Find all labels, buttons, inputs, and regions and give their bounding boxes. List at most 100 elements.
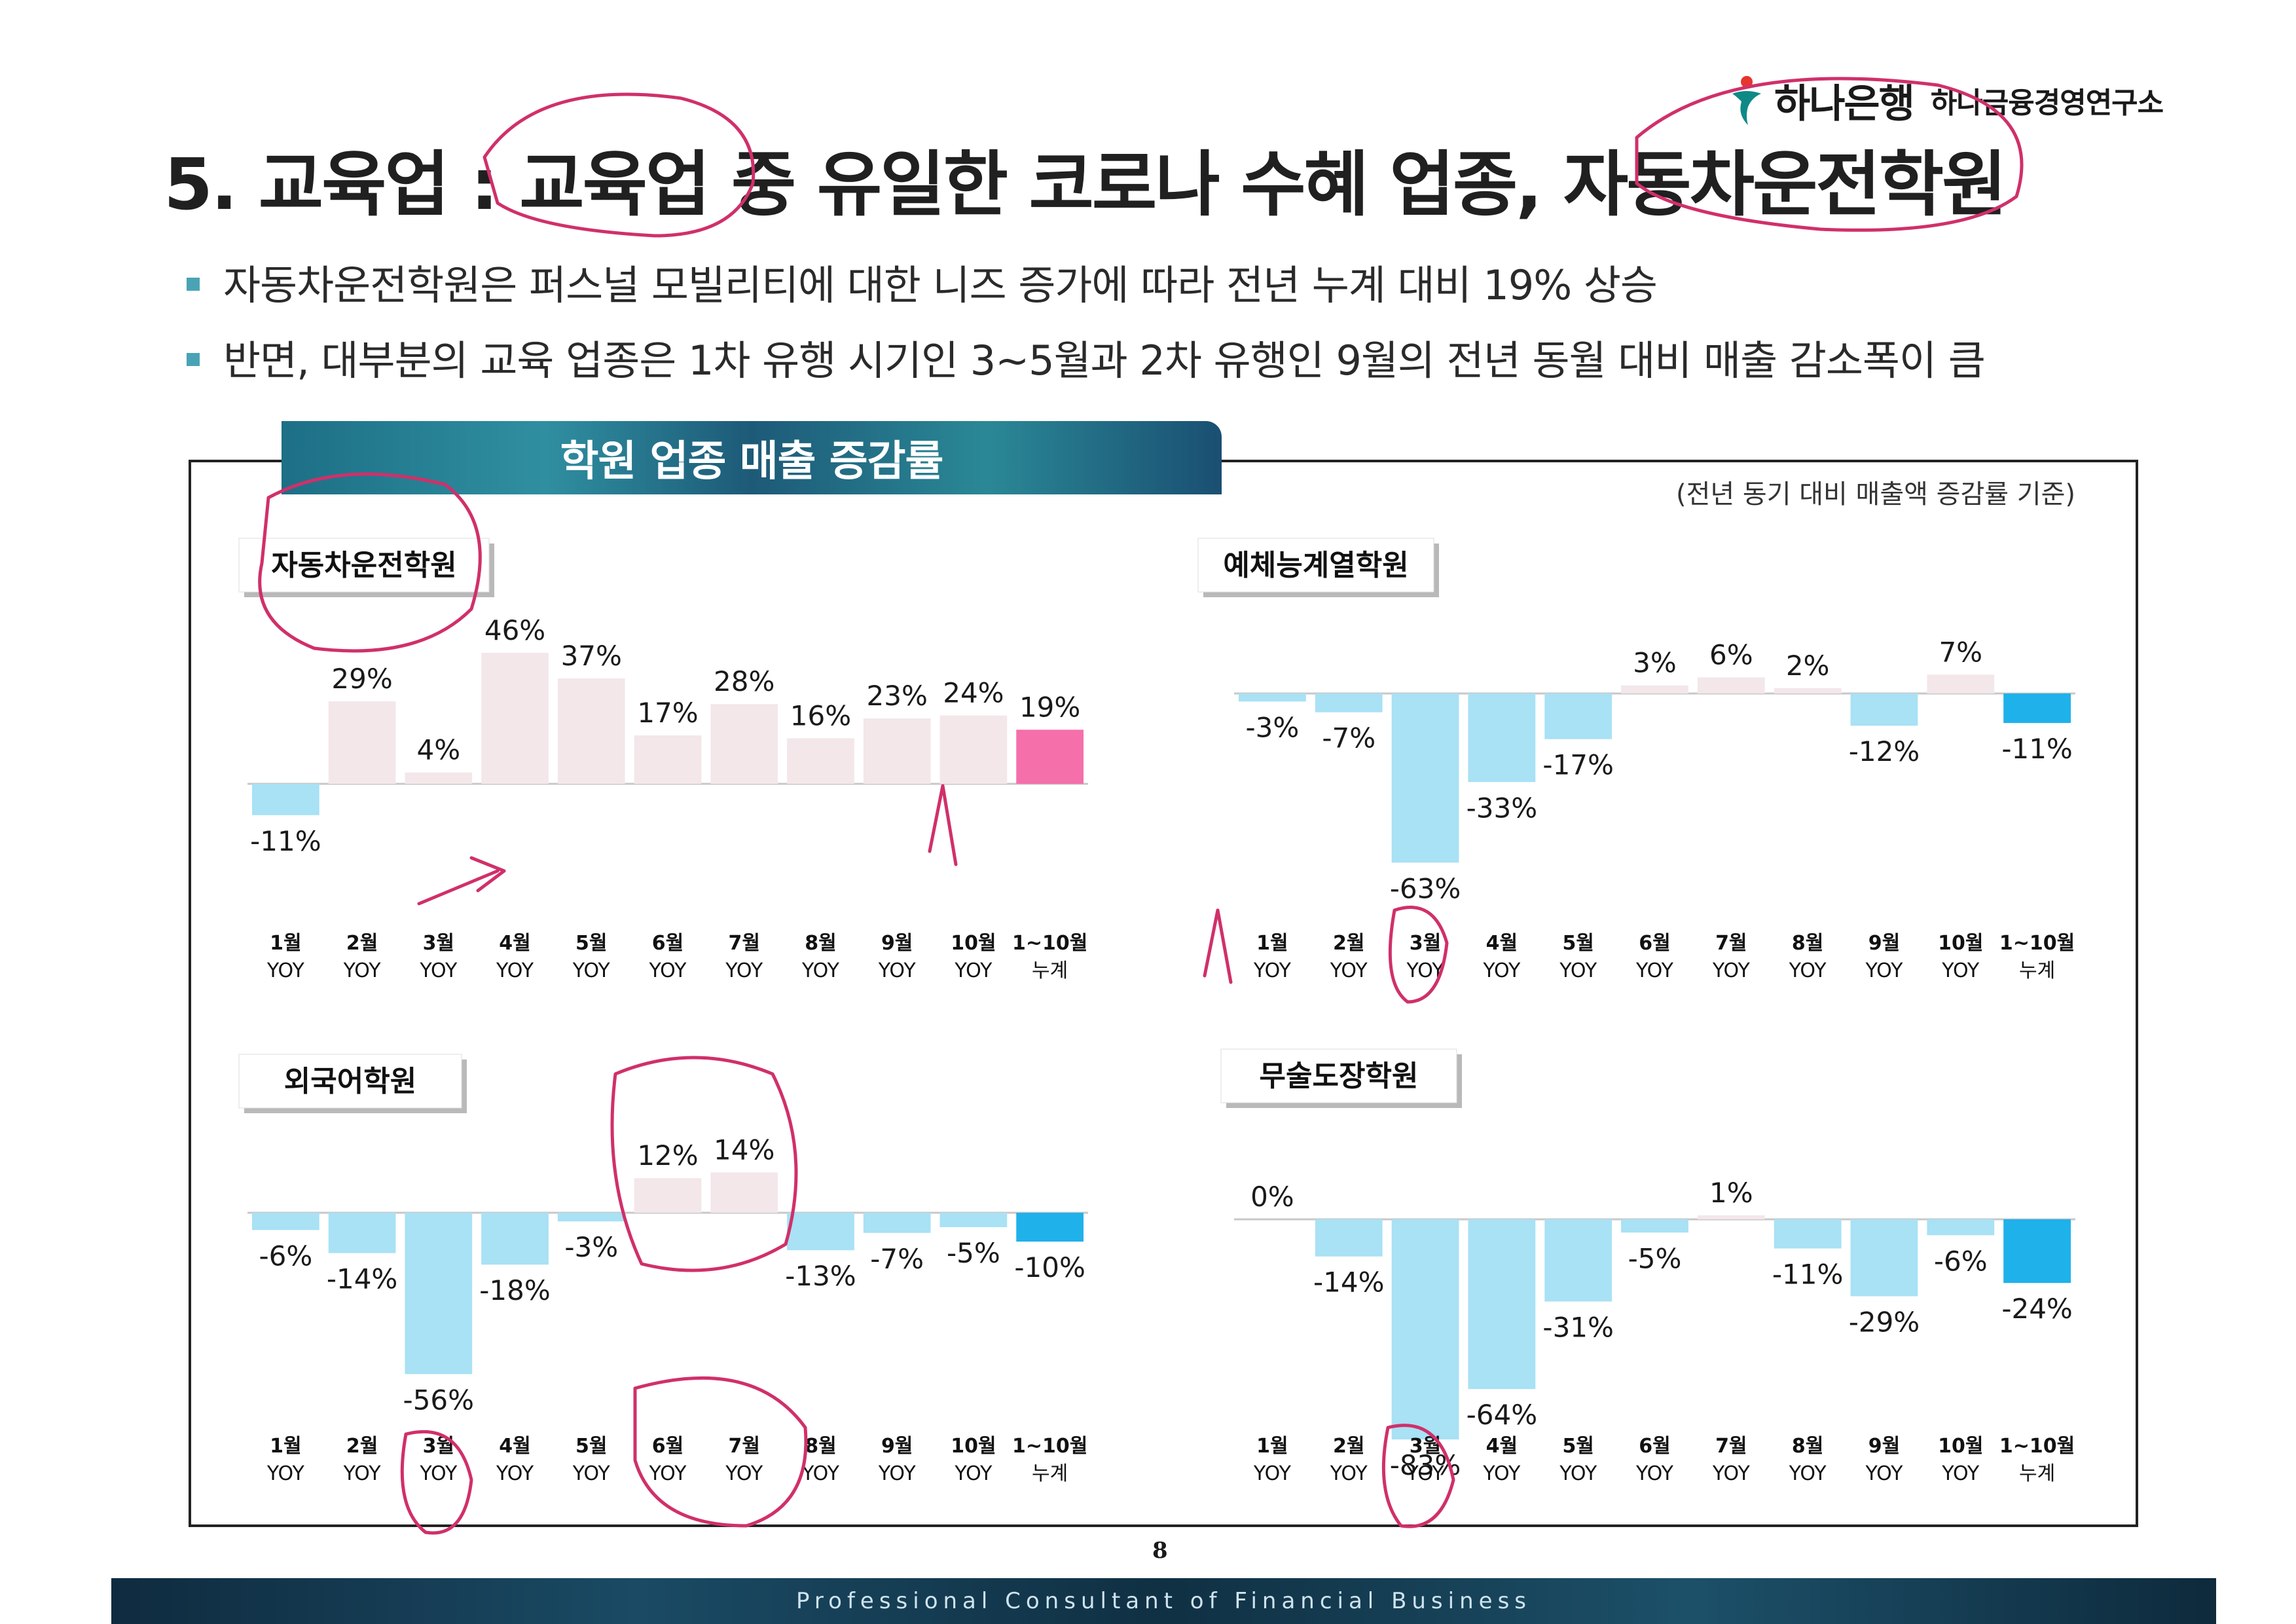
data-label: -3% xyxy=(564,1231,618,1263)
data-label: 23% xyxy=(867,680,928,712)
data-label: 4% xyxy=(416,734,460,766)
tick-label-yoy: YOY xyxy=(496,1462,534,1485)
data-label: -11% xyxy=(1772,1259,1844,1291)
bar xyxy=(557,678,625,784)
chart-title: 무술도장학원 xyxy=(1260,1060,1419,1093)
bar xyxy=(252,784,319,815)
tick-label-yoy: YOY xyxy=(878,959,917,982)
tick-label-yoy: YOY xyxy=(343,959,382,982)
tick-label-yoy: YOY xyxy=(1789,1462,1827,1485)
tick-label-month: 3월 xyxy=(1410,932,1441,955)
data-label: 46% xyxy=(484,614,545,646)
tick-label-yoy: YOY xyxy=(1253,959,1292,982)
bar xyxy=(787,1213,854,1251)
data-label: 6% xyxy=(1709,638,1753,671)
tick-label-month: 7월 xyxy=(728,1435,759,1458)
bar xyxy=(710,704,778,784)
data-label: -3% xyxy=(1246,711,1300,743)
pen-annotation xyxy=(1381,1424,1455,1528)
tick-label-yoy: 누계 xyxy=(1032,1462,1068,1485)
tick-label-month: 10월 xyxy=(951,932,996,955)
chart-title-box xyxy=(238,1054,462,1109)
data-label: 14% xyxy=(714,1134,774,1166)
tick-label-month: 8월 xyxy=(1792,932,1823,955)
bar xyxy=(939,715,1008,784)
tick-label-month: 6월 xyxy=(652,932,683,955)
tick-label-month: 4월 xyxy=(1486,1435,1518,1458)
tick-label-month: 9월 xyxy=(1868,1435,1900,1458)
tick-label-month: 8월 xyxy=(805,1435,836,1458)
bar xyxy=(405,1213,473,1375)
chart-title: 외국어학원 xyxy=(284,1065,416,1098)
tick-label-month: 9월 xyxy=(881,1435,913,1458)
tick-label-yoy: YOY xyxy=(1635,959,1674,982)
tick-label-yoy: YOY xyxy=(954,1462,993,1485)
bar xyxy=(939,1213,1008,1227)
bullet-square-icon xyxy=(187,352,200,366)
data-label: -5% xyxy=(947,1237,1000,1269)
tick-label-month: 5월 xyxy=(1562,932,1594,955)
bullet-square-icon xyxy=(187,277,200,291)
data-label: 28% xyxy=(714,665,774,697)
tick-label-month: 5월 xyxy=(1562,1435,1594,1458)
data-label: -5% xyxy=(1628,1242,1682,1274)
bar xyxy=(710,1172,778,1213)
tick-label-yoy: YOY xyxy=(1482,1462,1521,1485)
tick-label-month: 1월 xyxy=(270,932,301,955)
tick-label-yoy: YOY xyxy=(1865,959,1903,982)
tick-label-yoy: YOY xyxy=(343,1462,382,1485)
data-label: -14% xyxy=(1313,1266,1385,1299)
bar xyxy=(1927,1219,1995,1236)
tick-label-yoy: YOY xyxy=(725,1462,763,1485)
tick-label-month: 4월 xyxy=(499,932,530,955)
data-label: 24% xyxy=(943,677,1004,709)
data-label: -7% xyxy=(1322,722,1376,754)
bar xyxy=(1697,1215,1765,1219)
tick-label-month: 9월 xyxy=(881,932,913,955)
bar xyxy=(481,1213,549,1265)
data-label: -14% xyxy=(327,1263,398,1295)
data-label: 12% xyxy=(637,1139,698,1172)
tick-label-yoy: YOY xyxy=(1789,959,1827,982)
tick-label-month: 1~10월 xyxy=(1999,932,2075,955)
tick-label-month: 10월 xyxy=(1938,932,1983,955)
tick-label-yoy: YOY xyxy=(1330,959,1368,982)
tick-label-yoy: YOY xyxy=(801,1462,840,1485)
tick-label-month: 1~10월 xyxy=(1012,1435,1087,1458)
tick-label-yoy: YOY xyxy=(419,1462,458,1485)
tick-label-yoy: YOY xyxy=(801,959,840,982)
tick-label-month: 5월 xyxy=(575,1435,607,1458)
tick-label-yoy: YOY xyxy=(1559,1462,1597,1485)
data-label: -6% xyxy=(259,1240,312,1272)
tick-label-yoy: YOY xyxy=(1712,1462,1751,1485)
tick-label-month: 2월 xyxy=(1333,932,1364,955)
brand-name: 하나은행 xyxy=(1774,81,1915,127)
tick-label-yoy: YOY xyxy=(1406,1462,1445,1485)
pen-annotation xyxy=(483,92,756,238)
bar xyxy=(2003,1219,2071,1283)
bar xyxy=(1544,693,1613,739)
bar xyxy=(1621,1219,1688,1233)
tick-label-yoy: YOY xyxy=(572,959,611,982)
bar xyxy=(405,772,473,784)
bullet-item: 반면, 대부분의 교육 업종은 1차 유행 시기인 3~5월과 2차 유행인 9… xyxy=(187,327,1986,386)
tick-label-month: 9월 xyxy=(1868,932,1900,955)
bar xyxy=(1850,1219,1918,1297)
bullet-item: 자동차운전학원은 퍼스널 모빌리티에 대한 니즈 증가에 따라 전년 누계 대비… xyxy=(187,252,1658,311)
bar xyxy=(1391,1219,1459,1440)
pen-annotation xyxy=(400,1430,473,1535)
tick-label-yoy: YOY xyxy=(1253,1462,1292,1485)
data-label: 17% xyxy=(637,697,698,729)
bar xyxy=(481,652,549,784)
bar xyxy=(1468,1219,1536,1390)
data-label: -33% xyxy=(1467,792,1538,824)
tick-label-month: 7월 xyxy=(1715,1435,1747,1458)
pen-annotation xyxy=(610,1056,798,1272)
bar xyxy=(328,701,396,784)
brand-logo: 하나은행 하나금융경영연구소 xyxy=(1728,71,2164,130)
bar xyxy=(1315,693,1383,712)
bar xyxy=(1468,693,1536,783)
tick-label-month: 1~10월 xyxy=(1999,1435,2075,1458)
data-label: -56% xyxy=(403,1384,475,1416)
